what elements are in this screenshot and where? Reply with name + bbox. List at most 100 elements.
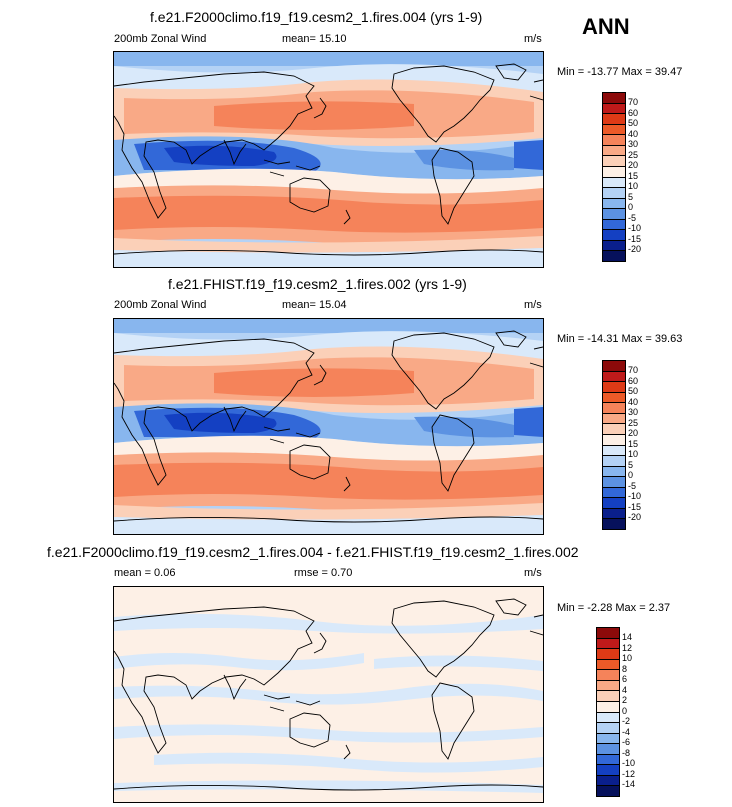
colorbar-box bbox=[597, 786, 619, 796]
colorbar-box bbox=[597, 701, 619, 713]
colorbar-3-label: -6 bbox=[622, 737, 631, 747]
colorbar-box bbox=[603, 188, 625, 199]
colorbar-3-label: -14 bbox=[622, 779, 636, 789]
colorbar-box bbox=[597, 649, 619, 660]
colorbar-box bbox=[603, 466, 625, 478]
colorbar-2-label: 0 bbox=[628, 470, 634, 480]
colorbar-1-label: 40 bbox=[628, 129, 639, 139]
colorbar-box bbox=[597, 723, 619, 734]
colorbar-box bbox=[603, 392, 625, 404]
colorbar-box bbox=[603, 124, 625, 136]
panel-2-coast-s-america bbox=[431, 414, 475, 492]
colorbar-3-label: 0 bbox=[622, 706, 628, 716]
panel-2-title: f.e21.FHIST.f19_f19.cesm2_1.fires.002 (y… bbox=[168, 276, 467, 292]
panel-2-coast-australia bbox=[289, 444, 331, 480]
colorbar-1-label: -5 bbox=[628, 213, 637, 223]
panel-3-coast-australia bbox=[289, 712, 331, 748]
colorbar-1-label: 30 bbox=[628, 139, 639, 149]
colorbar-2-label: 30 bbox=[628, 407, 639, 417]
panel-2-band bbox=[114, 503, 543, 520]
colorbar-1-label: 60 bbox=[628, 108, 639, 118]
panel-1-coast-nz bbox=[343, 209, 351, 225]
colorbar-box bbox=[597, 733, 619, 745]
colorbar-box bbox=[603, 240, 625, 252]
panel-3-coastlines bbox=[114, 598, 543, 791]
colorbar-1-label: -15 bbox=[628, 234, 642, 244]
panel-2-coast-eurasia bbox=[114, 338, 315, 486]
colorbar-box bbox=[603, 508, 625, 520]
colorbar-1-label: 0 bbox=[628, 202, 634, 212]
colorbar-2-label: 20 bbox=[628, 428, 639, 438]
colorbar-2-label: 70 bbox=[628, 365, 639, 375]
panel-2-band bbox=[214, 368, 414, 397]
colorbar-3-label: -2 bbox=[622, 716, 631, 726]
colorbar-3-label: 14 bbox=[622, 632, 633, 642]
colorbar-1-label: 10 bbox=[628, 181, 639, 191]
panel-3-coast-nz bbox=[343, 744, 351, 760]
panel-1-band bbox=[214, 101, 414, 130]
colorbar-box bbox=[603, 403, 625, 414]
colorbar-box bbox=[603, 498, 625, 509]
colorbar-box bbox=[603, 93, 625, 104]
panel-3-title: f.e21.F2000climo.f19_f19.cesm2_1.fires.0… bbox=[47, 544, 579, 560]
panel-3-coast-indonesia bbox=[263, 694, 321, 712]
colorbar-box bbox=[597, 765, 619, 776]
panel-1-band bbox=[414, 149, 514, 171]
panel-2-units: m/s bbox=[524, 299, 542, 311]
panel-2-coast-japan bbox=[313, 364, 327, 386]
colorbar-box bbox=[603, 230, 625, 241]
panel-2-mean-label: mean= 15.04 bbox=[282, 299, 347, 311]
panel-1-minmax: Min = -13.77 Max = 39.47 bbox=[557, 66, 683, 78]
panel-3-coast-europe bbox=[529, 614, 543, 636]
panel-3-coast-s-america bbox=[431, 682, 475, 760]
colorbar-box bbox=[603, 145, 625, 157]
panel-1-coastlines bbox=[114, 63, 543, 256]
colorbar-box bbox=[597, 670, 619, 681]
panel-2-coast-indonesia bbox=[263, 426, 321, 444]
colorbar-box bbox=[603, 445, 625, 457]
panel-2-colorbar bbox=[602, 360, 626, 530]
colorbar-3-label: -12 bbox=[622, 769, 636, 779]
panel-1-coast-greenland bbox=[495, 63, 527, 81]
panel-1-map bbox=[113, 51, 544, 268]
colorbar-3-label: -4 bbox=[622, 727, 631, 737]
panel-2-coast-india bbox=[223, 406, 247, 433]
panel-3-band bbox=[114, 780, 543, 793]
panel-1-map-svg bbox=[114, 52, 543, 267]
panel-3-map-svg bbox=[114, 587, 543, 802]
colorbar-1-label: 25 bbox=[628, 150, 639, 160]
colorbar-box bbox=[597, 744, 619, 755]
colorbar-box bbox=[603, 382, 625, 393]
panel-2-coast-antarctica bbox=[114, 516, 543, 523]
colorbar-box bbox=[603, 519, 625, 529]
colorbar-box bbox=[603, 177, 625, 189]
panel-1-band bbox=[114, 248, 543, 267]
colorbar-2-label: 60 bbox=[628, 376, 639, 386]
colorbar-box bbox=[603, 424, 625, 435]
colorbar-box bbox=[597, 628, 619, 639]
colorbar-2-label: 15 bbox=[628, 439, 639, 449]
colorbar-box bbox=[603, 209, 625, 220]
panel-3-colorbar bbox=[596, 627, 620, 797]
colorbar-box bbox=[603, 477, 625, 488]
panel-1-band bbox=[514, 140, 543, 170]
panel-2-band bbox=[514, 407, 543, 437]
colorbar-box bbox=[597, 754, 619, 766]
colorbar-box bbox=[603, 251, 625, 261]
panel-3-coast-n-america bbox=[391, 600, 495, 678]
colorbar-2-label: -10 bbox=[628, 491, 642, 501]
colorbar-2-label: 10 bbox=[628, 449, 639, 459]
colorbar-box bbox=[597, 691, 619, 702]
colorbar-box bbox=[597, 680, 619, 692]
colorbar-box bbox=[603, 114, 625, 125]
colorbar-box bbox=[597, 712, 619, 724]
colorbar-box bbox=[603, 156, 625, 167]
colorbar-2-label: -5 bbox=[628, 481, 637, 491]
panel-3-rmse-label: rmse = 0.70 bbox=[294, 567, 353, 579]
panel-3-map bbox=[113, 586, 544, 803]
panel-2-band bbox=[414, 416, 514, 438]
panel-1-variable-label: 200mb Zonal Wind bbox=[114, 33, 207, 45]
colorbar-1-label: 50 bbox=[628, 118, 639, 128]
colorbar-1-label: -20 bbox=[628, 244, 642, 254]
colorbar-box bbox=[597, 775, 619, 787]
